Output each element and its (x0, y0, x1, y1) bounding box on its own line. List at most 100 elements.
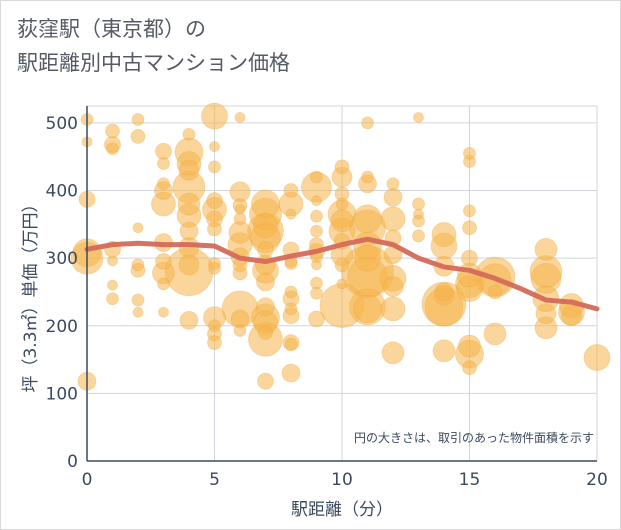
bubble-point (233, 324, 247, 337)
bubble-point (256, 272, 275, 292)
y-tick-label: 100 (46, 384, 78, 404)
bubble-point (209, 141, 220, 152)
bubble-point (386, 177, 400, 191)
bubble-point (178, 159, 200, 181)
bubble-point (132, 222, 144, 234)
bubble-point (310, 170, 323, 184)
bubble-point (207, 221, 222, 237)
chart-title: 荻窪駅（東京都）の 駅距離別中古マンション価格 (17, 12, 290, 80)
bubble-point (208, 160, 221, 174)
bubble-point (311, 195, 322, 207)
bubble-point (413, 112, 424, 123)
y-tick-label: 500 (46, 114, 78, 134)
bubble-point (310, 209, 323, 223)
bubble-point (179, 310, 199, 330)
bubble-point (207, 335, 222, 351)
bubble-point (463, 155, 476, 168)
bubble-point (257, 372, 274, 390)
bubble-point (284, 285, 298, 299)
y-tick-label: 0 (67, 452, 78, 472)
y-tick-label: 200 (46, 317, 78, 337)
bubble-point (382, 276, 404, 297)
bubble-point (380, 296, 406, 322)
bubble-point (258, 325, 273, 340)
bubble-point (179, 221, 199, 241)
x-tick-label: 10 (331, 470, 353, 490)
bubble-point (178, 254, 200, 276)
x-axis-label: 駅距離（分） (291, 500, 393, 520)
x-tick-label: 20 (586, 470, 608, 490)
bubble-point (182, 127, 196, 141)
bubble-point (131, 293, 145, 307)
bubble-point (131, 113, 145, 126)
y-tick-label: 400 (46, 182, 78, 202)
y-axis-label: 坪（3.3㎡）単価（万円） (21, 195, 41, 392)
average-trend-line (84, 236, 600, 312)
bubble-point (157, 177, 170, 191)
bubble-point (463, 204, 476, 218)
bubble-point (310, 224, 323, 238)
bubble-size-note: 円の大きさは、取引のあった物件面積を示す (354, 430, 594, 445)
bubble-point (431, 222, 457, 247)
bubble-point (130, 129, 146, 144)
bubble-point (311, 259, 322, 271)
bubble-point (413, 208, 424, 220)
bubble-point (107, 255, 118, 267)
bubble-point (380, 206, 406, 232)
bubble-point (483, 322, 507, 346)
bubble-point (535, 303, 557, 324)
bubble-point (283, 183, 299, 198)
bubble-point (132, 306, 144, 318)
bubble-point (353, 204, 382, 234)
bubble-layer (70, 102, 611, 391)
bubble-point (105, 123, 120, 139)
bubble-point (285, 208, 297, 220)
bubble-point (354, 244, 381, 272)
bubble-point (234, 112, 246, 123)
bubble-point (583, 344, 611, 371)
bubble-point (157, 157, 170, 170)
bubble-point (257, 240, 274, 258)
bubble-point (334, 159, 350, 175)
bubble-point (106, 292, 119, 306)
bubble-point (561, 305, 582, 327)
bubble-point (155, 253, 172, 270)
x-tick-label: 0 (82, 470, 93, 490)
bubble-point (412, 229, 425, 243)
bubble-point (308, 310, 325, 328)
bubble-point (232, 265, 248, 281)
bubble-point (458, 334, 481, 358)
x-tick-label: 15 (459, 470, 481, 490)
bubble-point (253, 213, 278, 239)
bubble-point (131, 258, 145, 272)
bubble-point (256, 297, 275, 317)
chart-title-line-2: 駅距離別中古マンション価格 (17, 51, 290, 75)
bubble-point (361, 170, 374, 184)
bubble-point (157, 277, 170, 291)
bubble-point (432, 339, 456, 363)
bubble-point (155, 142, 172, 160)
bubble-point (208, 319, 221, 333)
bubble-point (462, 220, 477, 236)
axes (86, 106, 597, 462)
trend-line-layer (84, 236, 600, 312)
bubble-point (284, 302, 298, 316)
bubble-point (206, 192, 223, 210)
bubble-point (462, 360, 477, 376)
bubble-point (177, 192, 201, 216)
bubble-point (234, 204, 246, 215)
bubble-point (284, 337, 298, 351)
bubble-point (434, 282, 454, 302)
bubble-point (330, 209, 354, 233)
bubble-point (106, 142, 119, 156)
bubble-point (334, 257, 350, 273)
bubble-point (201, 102, 228, 130)
bubble-point (361, 116, 374, 130)
bubble-point (336, 278, 348, 290)
x-tick-label: 5 (209, 470, 220, 490)
bubble-point (158, 306, 169, 318)
bubble-point (310, 286, 323, 300)
chart-title-line-1: 荻窪駅（東京都）の (17, 17, 206, 41)
